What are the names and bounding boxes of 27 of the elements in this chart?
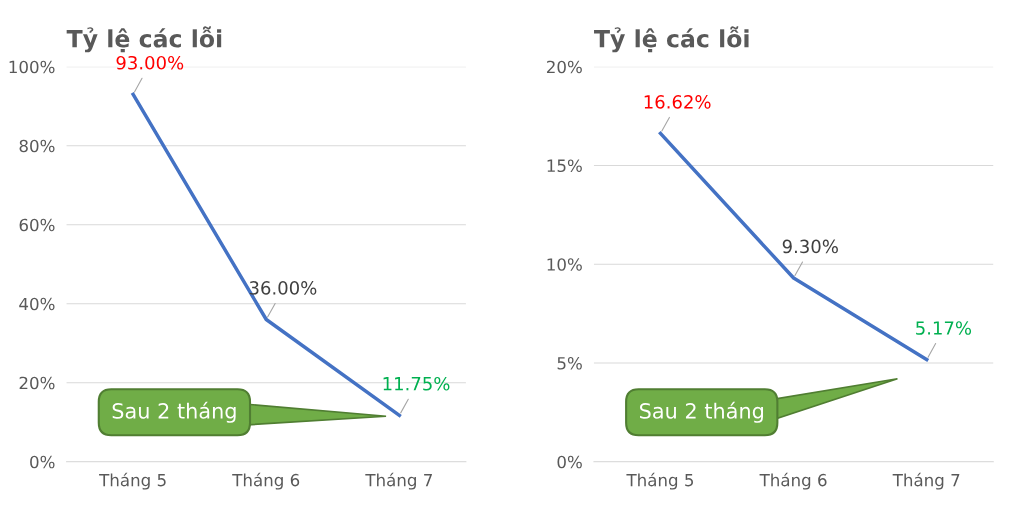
y-tick-label: 20%	[19, 376, 55, 390]
y-tick-label: 20%	[546, 60, 582, 74]
x-tick-label: Tháng 6	[232, 472, 300, 490]
y-tick-label: 10%	[547, 258, 582, 271]
y-tick-label: 40%	[19, 297, 55, 311]
data-label: 11.75%	[383, 376, 450, 391]
x-tick-label: Tháng 6	[759, 472, 827, 490]
y-tick-label: 60%	[19, 218, 55, 232]
annotation: Sau 2 tháng	[639, 401, 763, 423]
y-tick-label: 80%	[19, 139, 55, 153]
data-label: 9.30%	[782, 239, 838, 254]
chart-title: Tỷ lệ các lỗi	[594, 26, 749, 53]
y-tick-label: 0%	[30, 455, 55, 469]
x-tick-label: Tháng 5	[626, 472, 694, 490]
x-tick-label: Tháng 7	[892, 472, 960, 490]
data-label: 5.17%	[916, 321, 972, 335]
data-label: 36.00%	[249, 281, 317, 295]
x-tick-label: Tháng 7	[365, 472, 432, 490]
data-label: 93.00%	[116, 55, 184, 70]
chart-title: Tỷ lệ các lỗi	[66, 26, 222, 53]
data-label: 16.62%	[644, 95, 711, 109]
y-tick-label: 15%	[547, 159, 582, 173]
y-tick-label: 100%	[9, 60, 55, 74]
x-tick-label: Tháng 5	[99, 472, 166, 490]
annotation: Sau 2 tháng	[112, 401, 236, 423]
y-tick-label: 5%	[557, 356, 582, 370]
y-tick-label: 0%	[557, 455, 582, 469]
